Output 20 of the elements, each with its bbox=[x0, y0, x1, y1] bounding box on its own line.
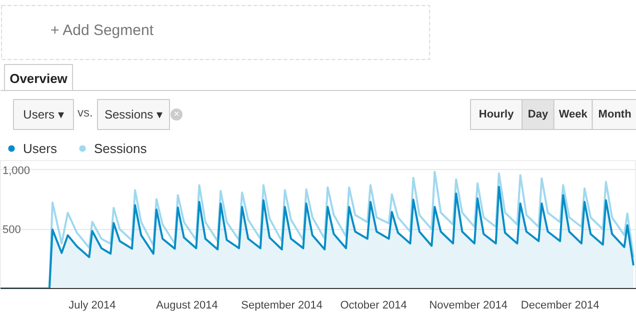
x-tick-label: November 2014 bbox=[429, 300, 508, 312]
y-tick-label: 1,000 bbox=[2, 164, 30, 177]
text: Week bbox=[558, 108, 588, 120]
text: × bbox=[174, 109, 180, 120]
text: Month bbox=[598, 108, 632, 120]
text: Sessions ▾ bbox=[104, 108, 163, 122]
legend-label: Sessions bbox=[94, 140, 147, 156]
x-tick-label: October 2014 bbox=[340, 300, 407, 312]
x-tick-label: July 2014 bbox=[68, 300, 116, 312]
text: Day bbox=[528, 108, 549, 120]
x-tick-label: September 2014 bbox=[241, 300, 322, 312]
y-tick-label: 500 bbox=[2, 224, 21, 236]
text: vs. bbox=[78, 106, 93, 120]
text: + Add Segment bbox=[50, 22, 154, 39]
text: Overview bbox=[10, 71, 68, 86]
x-tick-label: August 2014 bbox=[156, 300, 218, 312]
x-tick-label: December 2014 bbox=[520, 300, 600, 312]
text: Hourly bbox=[478, 108, 515, 120]
legend-label: Users bbox=[23, 140, 57, 156]
text: Users ▾ bbox=[23, 108, 64, 122]
